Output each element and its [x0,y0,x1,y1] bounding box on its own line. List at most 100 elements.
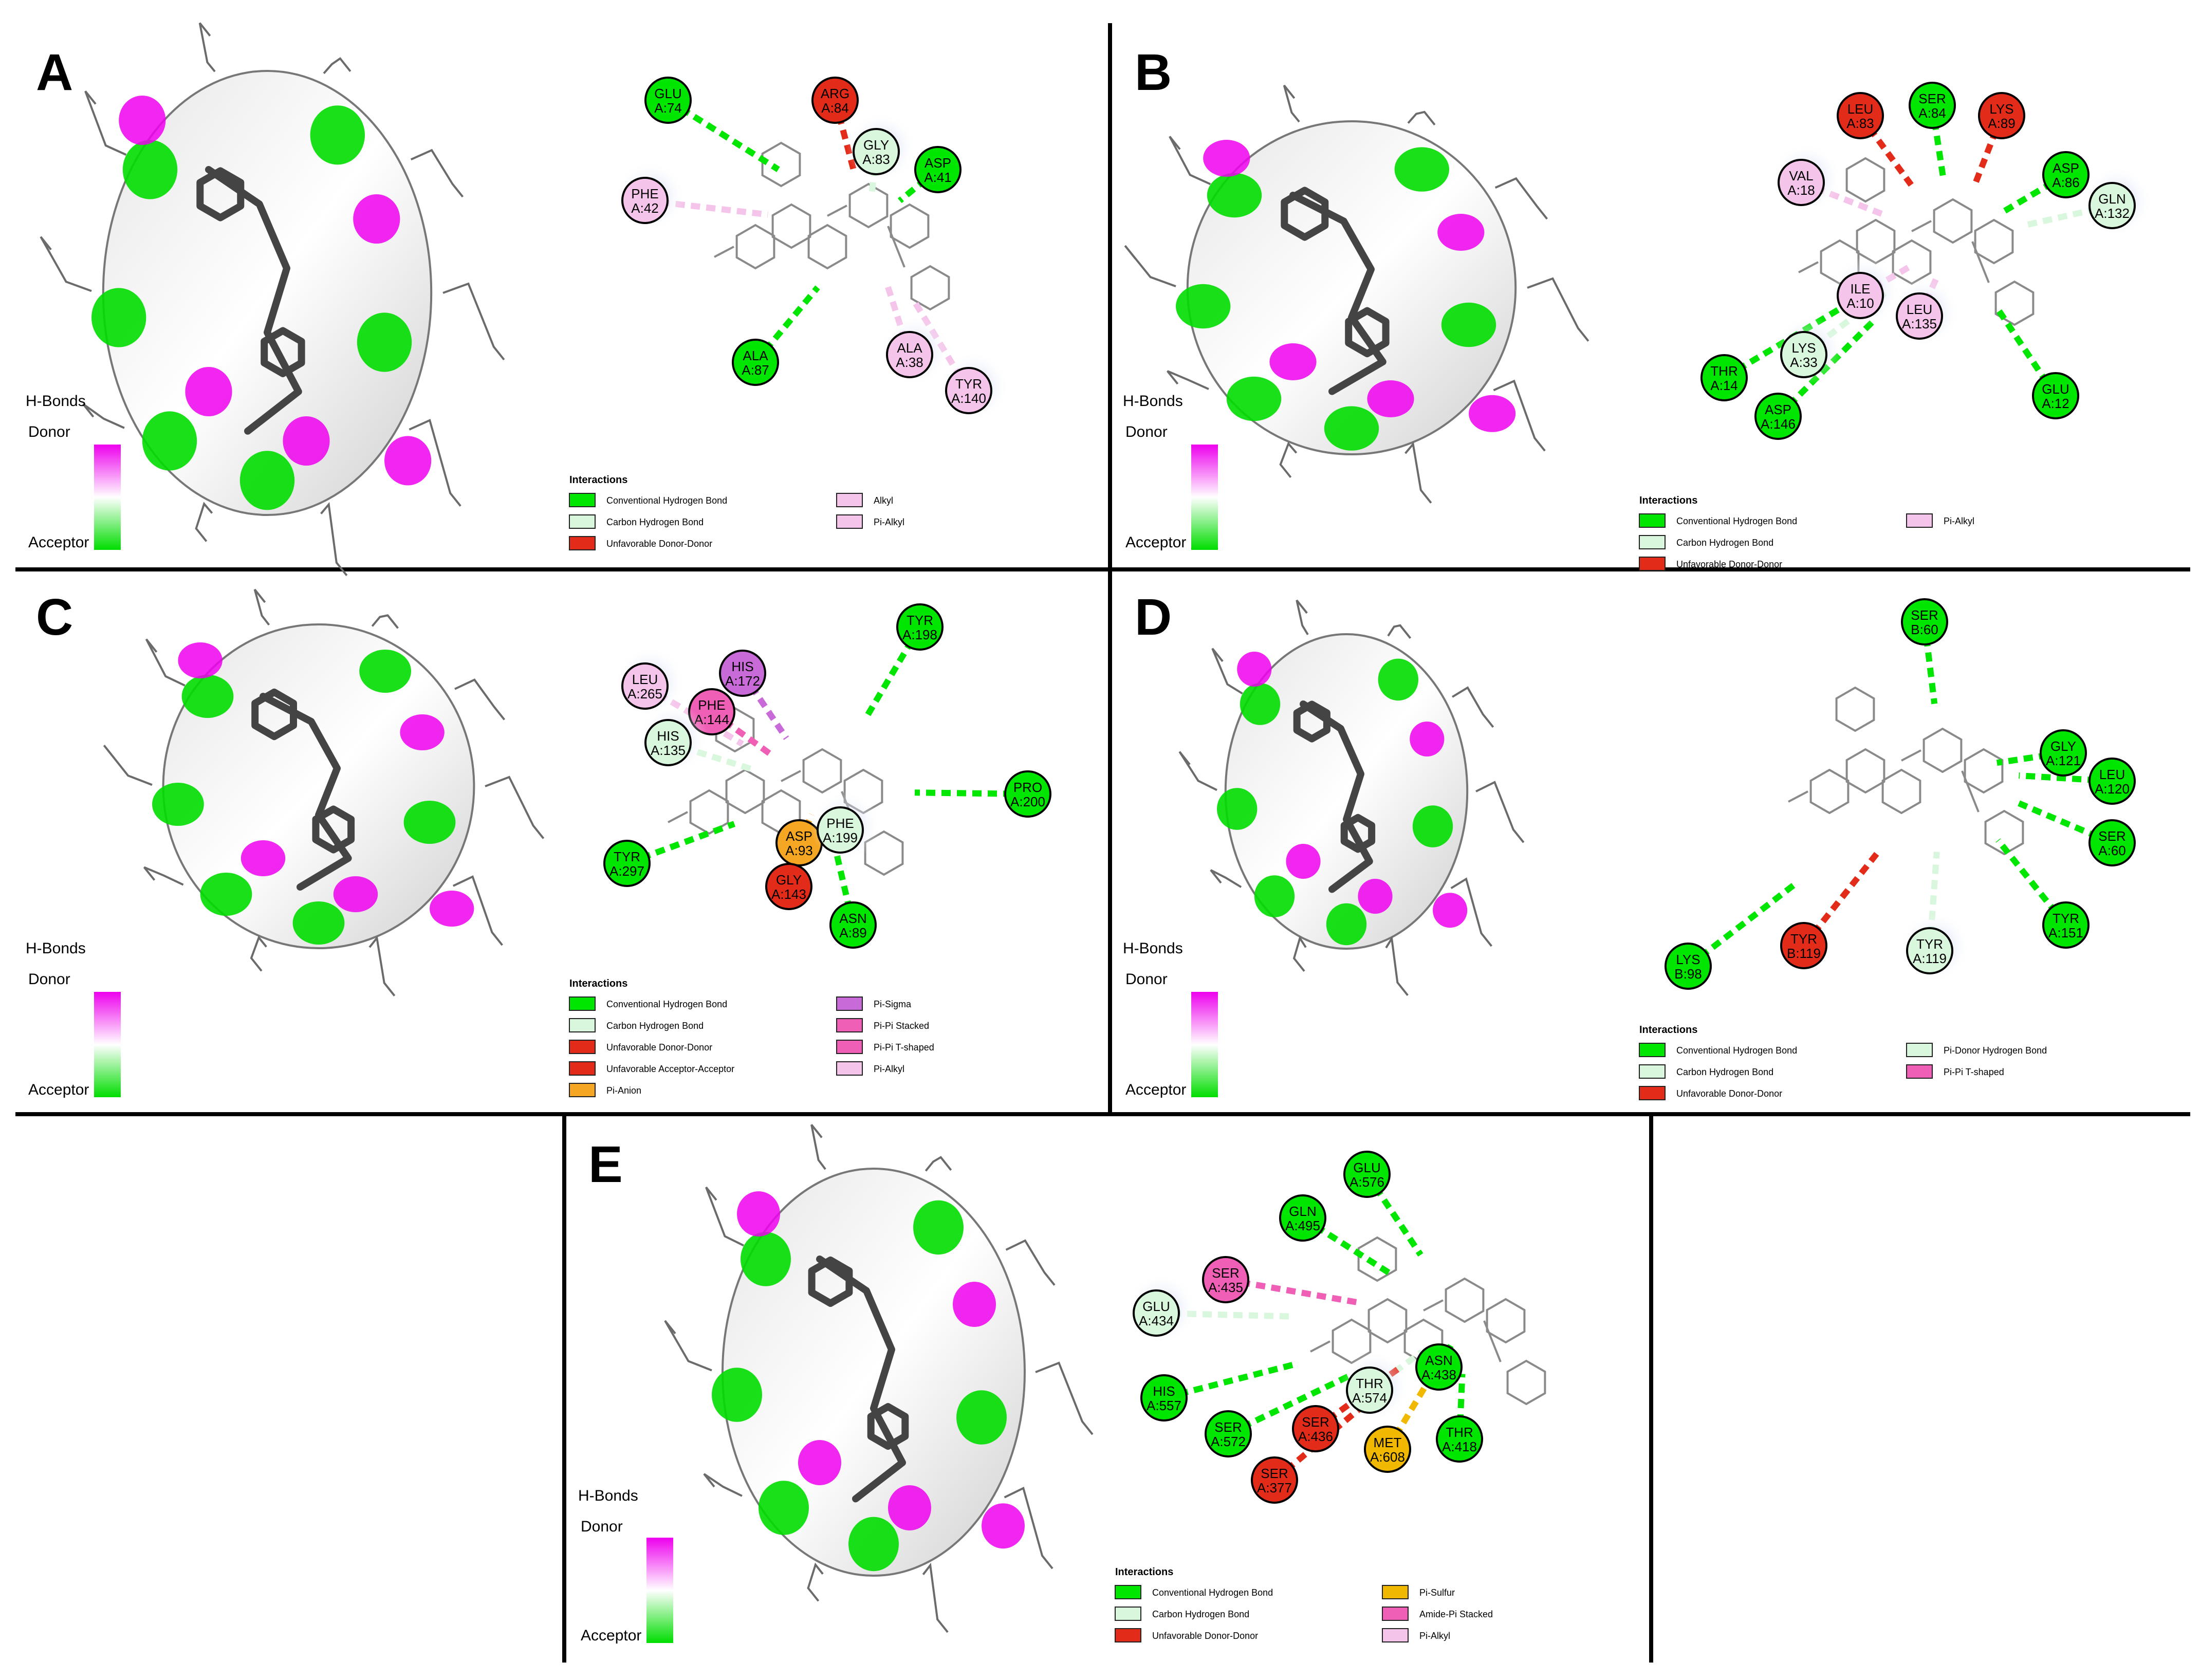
residue-circle [1909,82,1956,129]
legend-label: Pi-Alkyl [1419,1631,1450,1641]
acceptor-patch [1176,284,1231,329]
residue-name: TYR [955,376,982,392]
ligand-ring [867,1403,909,1450]
residue-id: A:120 [2095,781,2130,797]
residue-wire [40,236,92,292]
residue-id: B:60 [1911,622,1938,637]
legend-item: Carbon Hydrogen Bond [1115,1607,1249,1621]
residue-wire [1292,935,1307,972]
residue-name: TYR [1916,936,1943,952]
ligand-bonds-2d [1798,220,1990,283]
legend-item: Pi-Anion [569,1083,641,1097]
ligand-ring-2d [761,141,801,188]
residue-id: A:60 [2098,843,2126,858]
residue-name: GLU [1142,1299,1170,1314]
legend-item: Pi-Pi T-shaped [836,1040,934,1054]
ligand-bonds-2d [714,205,905,268]
donor-label: Donor [1125,423,1168,440]
acceptor-patch [1378,658,1418,701]
acceptor-patch [122,140,178,199]
residue-name: ASP [925,155,951,171]
acceptor-patch [91,288,146,347]
legend-label: Pi-Pi T-shaped [1944,1067,2004,1077]
donor-patch [178,642,223,678]
legend-item: Conventional Hydrogen Bond [1639,1043,1797,1057]
residue-name: SER [2098,828,2125,844]
hbonds-label: H-Bonds [1123,940,1183,957]
residue-circle [732,339,779,386]
donor-patch [430,891,474,927]
hbonds-label: H-Bonds [26,393,86,410]
ligand-ring-2d [725,768,765,815]
legend-label: Carbon Hydrogen Bond [606,517,704,527]
residue-wire [143,866,184,886]
hbonds-label: H-Bonds [26,940,86,957]
legend-item: Conventional Hydrogen Bond [569,493,727,507]
donor-patch [1358,879,1393,914]
interaction-line [832,99,857,171]
ligand-ring-2d [807,224,847,270]
donor-patch [1269,343,1317,380]
acceptor-label: Acceptor [1125,1081,1186,1098]
residue-wire [410,149,464,198]
donor-patch [982,1503,1025,1549]
residue-wire [1452,686,1494,728]
donor-patch [1203,140,1250,177]
residue-circle [1837,272,1884,319]
ligand-ring-2d [848,182,889,229]
panel-letter-a: A [36,44,73,101]
residue-id: A:574 [1352,1390,1387,1406]
donor-label: Donor [1125,971,1168,988]
acceptor-patch [1326,903,1367,946]
interaction-line [1972,114,2005,186]
residue-circle [1978,92,2025,139]
legend-item: Carbon Hydrogen Bond [569,514,704,529]
residue-name: ALA [897,340,922,356]
residue-id: A:33 [1790,355,1818,370]
hbonds-colorbar-legend: H-Bonds Donor Acceptor [26,393,121,551]
hbonds-colorbar [1191,992,1218,1097]
legend-swatch [1906,513,1933,528]
residue-id: A:438 [1421,1367,1456,1382]
legend-swatch [1639,513,1666,528]
legend-swatch [836,514,863,529]
acceptor-patch [181,675,234,718]
donor-patch [185,367,232,416]
ligand-ring [196,167,245,221]
legend-item: Unfavorable Donor-Donor [1639,557,1782,571]
interactions-legend: Interactions Conventional Hydrogen Bond Ca… [569,978,934,1097]
residue-id: A:576 [1349,1174,1384,1190]
legend-swatch [1639,557,1666,571]
residue-id: A:14 [1710,378,1738,393]
residue-id: A:135 [1902,316,1937,331]
ligand-sticks [816,1256,906,1503]
interactions-legend: Interactions Conventional Hydrogen Bond Ca… [569,474,904,550]
legend-item: Unfavorable Acceptor-Acceptor [569,1061,734,1076]
residue-name: PHE [631,186,658,201]
residue-name: VAL [1789,168,1813,183]
donor-patch [1286,844,1321,879]
legend-label: Unfavorable Donor-Donor [1676,559,1782,569]
residue-wire [145,638,186,687]
interaction-line [1921,621,1938,705]
legend-item: Pi-Alkyl [836,1061,904,1076]
panel-d: DH-BondsDonorAcceptorSERB:60GLYA:121LEUA… [1123,588,2136,1100]
interaction-line [1384,1377,1433,1451]
legend-swatch [836,493,863,507]
ligand-ring-2d [1984,809,2024,856]
